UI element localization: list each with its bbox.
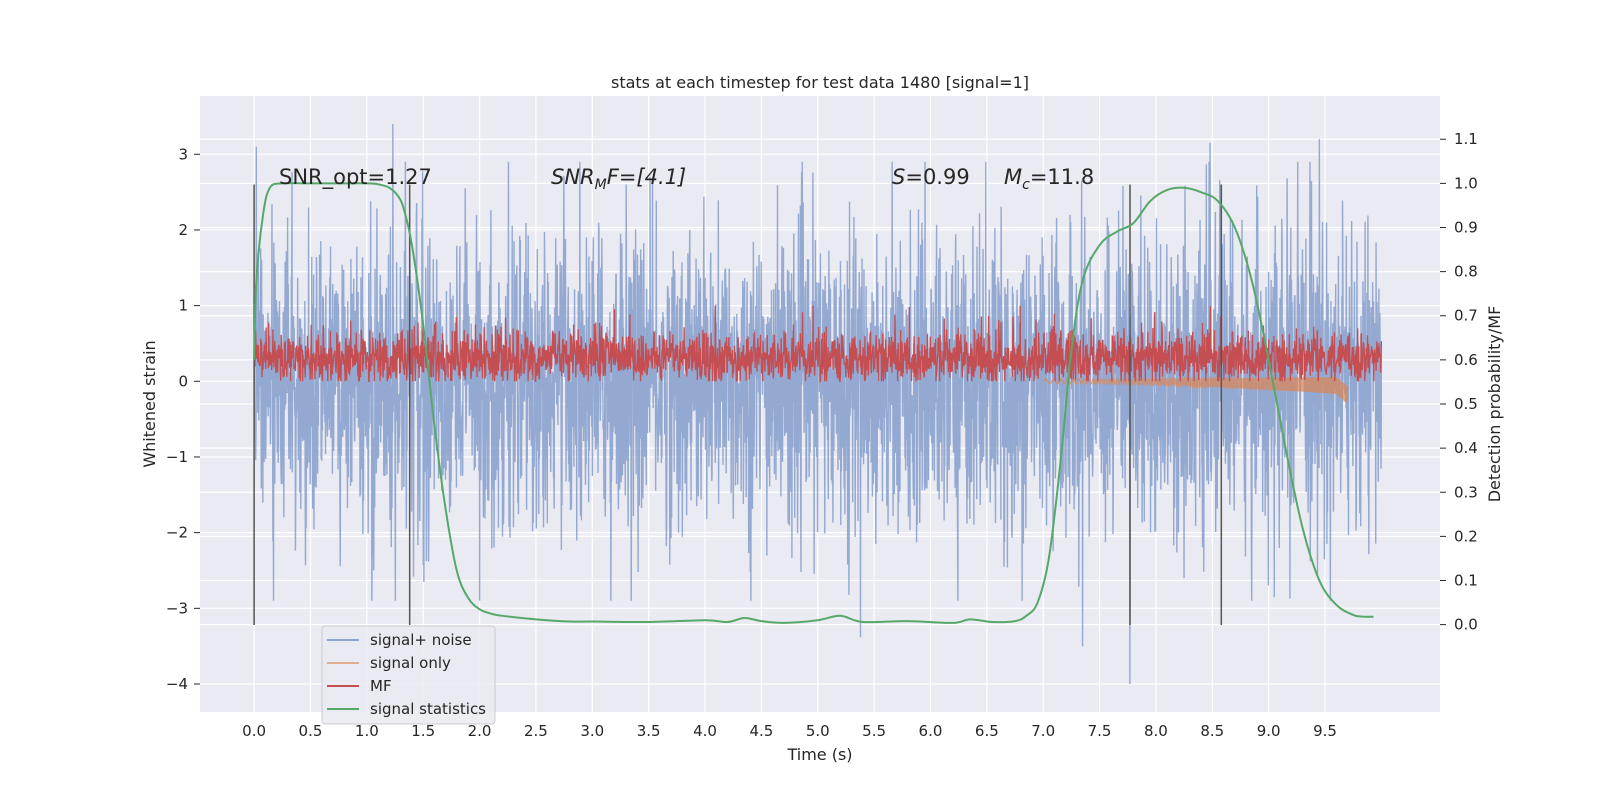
- x-tick-label: 4.0: [693, 722, 717, 740]
- y2-tick-label: 0.9: [1454, 218, 1478, 236]
- series-signal-statistics: [253, 182, 1374, 624]
- x-tick-label: 7.0: [1031, 722, 1055, 740]
- annotation-snr-mf: SNRMF=[4.1]: [551, 165, 686, 193]
- x-tick-label: 7.5: [1088, 722, 1112, 740]
- x-axis-label: Time (s): [786, 745, 852, 764]
- annotation-mc: Mc=11.8: [1004, 165, 1094, 193]
- legend-label-signal-statistics: signal statistics: [370, 700, 486, 718]
- y2-tick-label: 0.5: [1454, 395, 1478, 413]
- annotation-snr-mf-part1: SNR: [551, 165, 595, 189]
- y-axis-label: Whitened strain: [140, 340, 159, 467]
- x-tick-label: 2.5: [524, 722, 548, 740]
- y-tick-label: −2: [166, 524, 188, 542]
- x-tick-label: 1.5: [411, 722, 435, 740]
- x-tick-label: 1.0: [355, 722, 379, 740]
- annotation-snr-mf-subscript: M: [595, 177, 607, 193]
- data-layer: [253, 123, 1383, 685]
- x-tick-label: 0.5: [299, 722, 323, 740]
- chart-title: stats at each timestep for test data 148…: [611, 73, 1029, 92]
- x-tick-label: 6.0: [919, 722, 943, 740]
- y2-tick-label: 0.4: [1454, 439, 1478, 457]
- annotation-s-value: =0.99: [905, 165, 969, 189]
- y2-tick-label: 1.1: [1454, 130, 1478, 148]
- y2-tick-label: 1.0: [1454, 174, 1478, 192]
- y-tick-label: −4: [166, 675, 188, 693]
- y-tick-label: −1: [166, 448, 188, 466]
- y-tick-label: 3: [178, 145, 188, 163]
- annotation-snr-mf-part2: F=[4.1]: [607, 165, 686, 189]
- y-tick-label: 1: [178, 297, 188, 315]
- x-tick-label: 3.5: [637, 722, 661, 740]
- series-signal-only: [1042, 375, 1349, 403]
- x-tick-label: 9.0: [1257, 722, 1281, 740]
- y2-tick-label: 0.8: [1454, 263, 1478, 281]
- x-tick-label: 5.0: [806, 722, 830, 740]
- y2-tick-label: 0.7: [1454, 307, 1478, 325]
- y-tick-label: −3: [166, 599, 188, 617]
- legend-label-signal-noise: signal+ noise: [370, 631, 472, 649]
- y2-tick-label: 0.0: [1454, 616, 1478, 634]
- annotation-s: S=0.99: [892, 165, 970, 189]
- x-tick-label: 3.0: [580, 722, 604, 740]
- x-tick-label: 9.5: [1313, 722, 1337, 740]
- y-tick-label: 0: [178, 372, 188, 390]
- x-tick-label: 4.5: [749, 722, 773, 740]
- legend-label-mf: MF: [370, 677, 392, 695]
- x-tick-label: 2.0: [468, 722, 492, 740]
- x-tick-label: 0.0: [242, 722, 266, 740]
- annotation-mc-value: =11.8: [1030, 165, 1094, 189]
- x-tick-label: 8.0: [1144, 722, 1168, 740]
- annotation-mc-subscript: c: [1022, 177, 1030, 193]
- legend-box: [321, 625, 496, 725]
- series-signal-noise: [253, 123, 1383, 685]
- legend-label-signal-only: signal only: [370, 654, 451, 672]
- ticks: 0.0 0.5 1.0 1.5 2.0 2.5 3.0 3.5 4.0 4.5 5.0 5.5 6.0 6…: [166, 130, 1478, 740]
- x-tick-label: 8.5: [1200, 722, 1224, 740]
- series-mf: [253, 305, 1383, 384]
- x-tick-label: 6.5: [975, 722, 999, 740]
- y2-tick-label: 0.6: [1454, 351, 1478, 369]
- y2-tick-label: 0.2: [1454, 527, 1478, 545]
- annotation-snr-opt: SNR_opt=1.27: [279, 165, 432, 190]
- y2-tick-label: 0.1: [1454, 572, 1478, 590]
- y2-axis-label: Detection probability/MF: [1485, 306, 1504, 503]
- legend: signal+ noise signal only MF signal stat…: [321, 625, 496, 725]
- y-tick-label: 2: [178, 221, 188, 239]
- y2-tick-label: 0.3: [1454, 483, 1478, 501]
- annotation-mc-symbol: M: [1004, 165, 1022, 189]
- x-tick-label: 5.5: [862, 722, 886, 740]
- annotation-s-symbol: S: [892, 165, 905, 189]
